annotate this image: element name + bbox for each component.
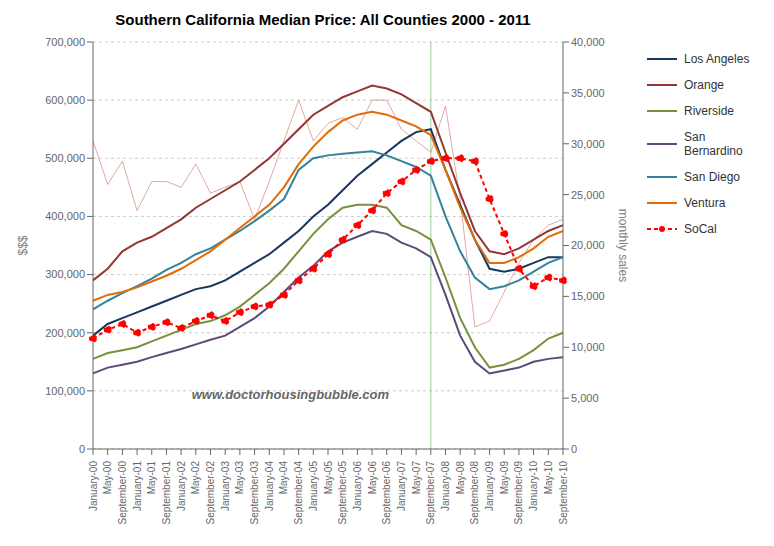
svg-text:20,000: 20,000: [571, 239, 605, 251]
svg-text:300,000: 300,000: [45, 268, 85, 280]
svg-text:$$$: $$$: [16, 235, 30, 255]
svg-text:September-07: September-07: [425, 461, 436, 525]
svg-text:January-05: January-05: [308, 461, 319, 511]
svg-text:200,000: 200,000: [45, 327, 85, 339]
svg-text:September-00: September-00: [117, 461, 128, 525]
svg-text:September-10: September-10: [558, 461, 569, 525]
svg-text:January-08: January-08: [440, 461, 451, 511]
svg-text:May-04: May-04: [278, 461, 289, 495]
svg-text:January-10: January-10: [528, 461, 539, 511]
svg-text:May-10: May-10: [543, 461, 554, 495]
svg-text:5,000: 5,000: [571, 392, 599, 404]
svg-text:10,000: 10,000: [571, 341, 605, 353]
svg-text:May-06: May-06: [367, 461, 378, 495]
svg-text:500,000: 500,000: [45, 152, 85, 164]
svg-text:May-00: May-00: [102, 461, 113, 495]
svg-text:600,000: 600,000: [45, 94, 85, 106]
svg-text:January-01: January-01: [132, 461, 143, 511]
svg-text:700,000: 700,000: [45, 36, 85, 48]
svg-text:100,000: 100,000: [45, 385, 85, 397]
svg-text:35,000: 35,000: [571, 87, 605, 99]
html-text:San: San: [684, 130, 706, 144]
svg-text:400,000: 400,000: [45, 210, 85, 222]
html-text:Southern California Median Pri: Southern California Median Price: All Co…: [115, 11, 531, 28]
svg-text:September-05: September-05: [337, 461, 348, 525]
svg-text:September-03: September-03: [249, 461, 260, 525]
svg-text:May-07: May-07: [411, 461, 422, 495]
svg-text:15,000: 15,000: [571, 290, 605, 302]
svg-text:May-02: May-02: [190, 461, 201, 495]
html-text:SoCal: SoCal: [684, 222, 717, 236]
html-text:Orange: Orange: [684, 78, 724, 92]
svg-text:May-08: May-08: [455, 461, 466, 495]
svg-text:May-03: May-03: [234, 461, 245, 495]
svg-text:September-08: September-08: [469, 461, 480, 525]
svg-text:25,000: 25,000: [571, 189, 605, 201]
html-text:Bernardino: Bernardino: [684, 144, 743, 158]
svg-text:0: 0: [79, 443, 85, 455]
html-text:www.doctorhousingbubble.com: www.doctorhousingbubble.com: [191, 387, 390, 403]
svg-text:January-04: January-04: [264, 461, 275, 511]
svg-text:May-05: May-05: [323, 461, 334, 495]
svg-text:January-00: January-00: [88, 461, 99, 511]
svg-text:September-02: September-02: [205, 461, 216, 525]
svg-text:30,000: 30,000: [571, 138, 605, 150]
svg-text:40,000: 40,000: [571, 36, 605, 48]
svg-text:May-09: May-09: [499, 461, 510, 495]
svg-text:0: 0: [571, 443, 577, 455]
svg-text:January-06: January-06: [352, 461, 363, 511]
svg-text:January-09: January-09: [484, 461, 495, 511]
html-text:Los Angeles: Los Angeles: [684, 52, 750, 66]
html-text:San Diego: San Diego: [684, 170, 740, 184]
svg-text:January-07: January-07: [396, 461, 407, 511]
svg-text:January-03: January-03: [220, 461, 231, 511]
svg-text:September-01: September-01: [161, 461, 172, 525]
svg-text:September-04: September-04: [293, 461, 304, 525]
html-text:Ventura: Ventura: [684, 196, 726, 210]
svg-text:May-01: May-01: [146, 461, 157, 495]
svg-text:January-02: January-02: [176, 461, 187, 511]
svg-text:September-06: September-06: [381, 461, 392, 525]
svg-text:monthly sales: monthly sales: [616, 209, 630, 282]
html-text:Riverside: Riverside: [684, 104, 734, 118]
svg-text:September-09: September-09: [513, 461, 524, 525]
